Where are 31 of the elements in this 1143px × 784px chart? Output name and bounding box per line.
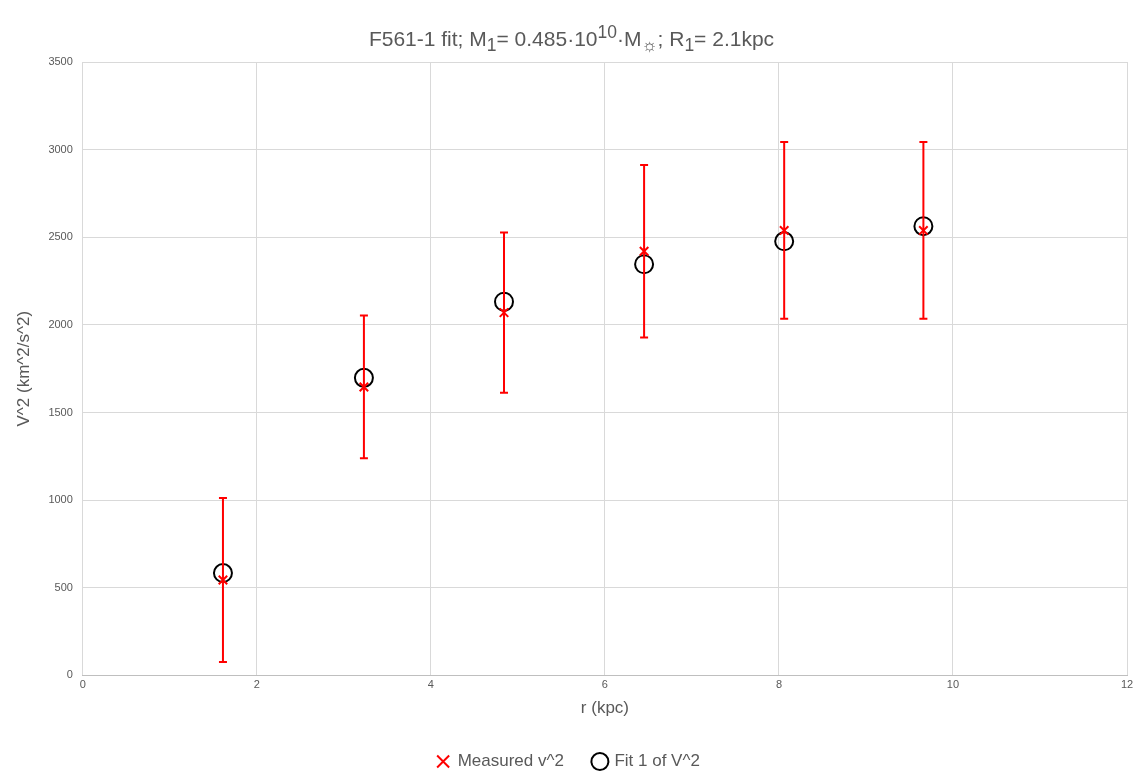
point [774,231,795,252]
point [212,563,233,584]
point [494,291,514,312]
x-tick-label: 8 [775,678,783,691]
point [353,367,374,388]
y-tick-label: 1500 [48,405,73,418]
y-tick-label: 3000 [48,142,73,155]
y-tick-label: 3500 [48,55,73,68]
legend-label: Measured v^2 [457,751,564,771]
point [498,307,510,318]
x-tick-label: 4 [427,678,434,691]
point [778,225,790,236]
point [638,246,650,257]
point [217,574,229,586]
x-tick-label: 10 [946,678,960,691]
legend-label: Fit 1 of V^2 [614,751,700,771]
x-tick-label: 6 [601,678,608,691]
y-tick-label: 2500 [48,230,73,243]
y-tick-label: 2000 [48,317,73,330]
point [913,216,934,237]
y-tick-label: 0 [66,668,73,681]
x-axis-title: r (kpc) [580,698,630,718]
x-tick-label: 0 [79,678,86,691]
y-tick-label: 1000 [48,493,73,506]
y-tick-label: 500 [54,580,73,593]
point [358,381,370,393]
x-tick-label: 2 [253,678,260,691]
chart-title: F561-1 fit; M$_{1}$= 0.485·10$^{10}$·M$_{☼}$; R$_{1}$= 2.1kpc [368,22,775,56]
point [634,254,655,275]
x-tick-label: 12 [1120,678,1134,691]
y-axis-title: V^2 (km^2/s^2) [13,310,33,427]
